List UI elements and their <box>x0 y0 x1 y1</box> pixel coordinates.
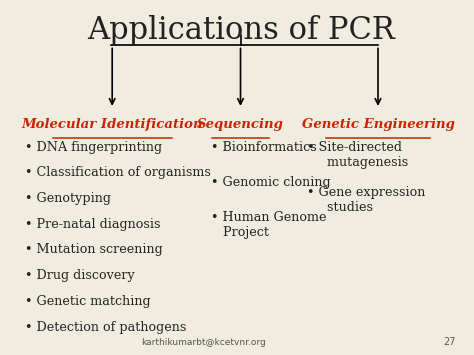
Text: 27: 27 <box>443 337 456 346</box>
Text: Genetic Engineering: Genetic Engineering <box>301 118 455 131</box>
Text: • Genotyping: • Genotyping <box>25 192 111 205</box>
Text: • DNA fingerprinting: • DNA fingerprinting <box>25 141 162 153</box>
Text: Molecular Identification: Molecular Identification <box>21 118 203 131</box>
Text: • Bioinformatics: • Bioinformatics <box>211 141 317 153</box>
Text: • Classification of organisms: • Classification of organisms <box>25 166 211 179</box>
Text: • Site-directed
     mutagenesis: • Site-directed mutagenesis <box>307 141 408 169</box>
Text: Sequencing: Sequencing <box>197 118 284 131</box>
Text: Applications of PCR: Applications of PCR <box>87 16 394 47</box>
Text: • Gene expression
     studies: • Gene expression studies <box>307 186 425 213</box>
Text: • Human Genome
   Project: • Human Genome Project <box>211 212 326 240</box>
Text: • Mutation screening: • Mutation screening <box>25 244 163 256</box>
Text: • Drug discovery: • Drug discovery <box>25 269 135 282</box>
Text: • Genetic matching: • Genetic matching <box>25 295 151 308</box>
Text: • Detection of pathogens: • Detection of pathogens <box>25 321 186 333</box>
Text: karthikumarbt@kcetvnr.org: karthikumarbt@kcetvnr.org <box>141 338 266 346</box>
Text: • Pre-natal diagnosis: • Pre-natal diagnosis <box>25 218 161 231</box>
Text: • Genomic cloning: • Genomic cloning <box>211 176 330 189</box>
